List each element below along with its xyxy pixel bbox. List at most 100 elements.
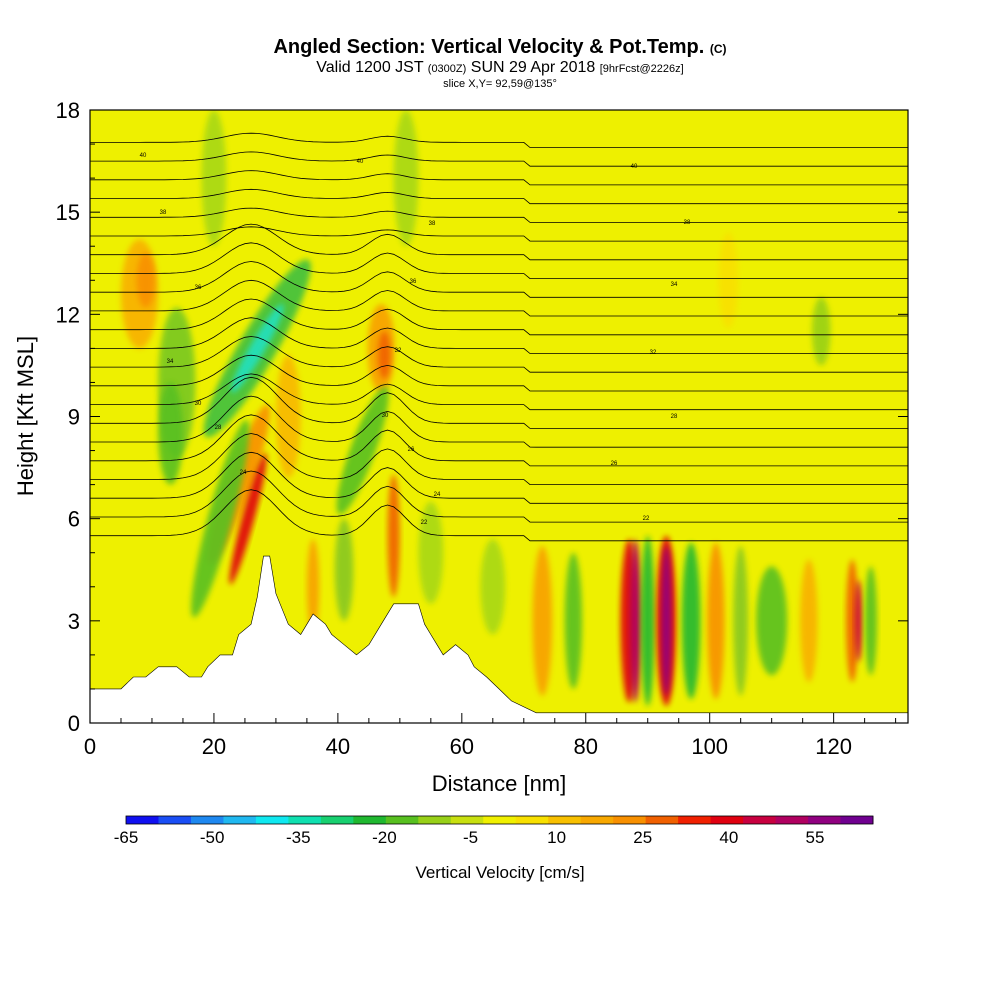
colorbar-swatch <box>418 816 452 824</box>
velocity-cell <box>418 501 444 604</box>
theta-contours <box>90 132 908 542</box>
theta-contour-label: 24 <box>434 492 441 498</box>
y-tick-label: 15 <box>56 200 80 225</box>
colorbar-tick-label: 40 <box>719 828 738 847</box>
theta-contour-label: 24 <box>240 470 247 476</box>
colorbar-swatch <box>613 816 647 824</box>
velocity-cell <box>378 331 391 380</box>
y-tick-label: 12 <box>56 302 80 327</box>
theta-contour-line <box>90 242 908 279</box>
theta-contour-label: 28 <box>215 425 222 431</box>
velocity-cell <box>846 559 859 683</box>
y-tick-label: 9 <box>68 405 80 430</box>
velocity-cell <box>756 566 788 676</box>
theta-contour-line <box>90 336 908 373</box>
colorbar-swatch <box>223 816 257 824</box>
velocity-cell <box>864 566 878 676</box>
y-tick-label: 18 <box>56 98 80 123</box>
colorbar-swatch <box>255 816 289 824</box>
colorbar-swatch <box>808 816 842 824</box>
colorbar-tick-label: -50 <box>200 828 225 847</box>
colorbar-swatch <box>710 816 744 824</box>
velocity-cell <box>158 382 183 485</box>
theta-contour-line <box>90 414 908 467</box>
velocity-cell <box>629 539 641 703</box>
velocity-cell <box>718 232 739 328</box>
theta-contour-line <box>90 223 908 261</box>
velocity-cell <box>640 535 655 706</box>
colorbar-swatch <box>515 816 549 824</box>
y-axis-label: Height [Kft MSL] <box>13 336 38 496</box>
x-tick-label: 100 <box>691 734 728 759</box>
theta-contour-line <box>90 261 908 298</box>
theta-contour-line <box>90 298 908 336</box>
colorbar-swatch <box>126 816 159 824</box>
theta-contour-label: 30 <box>382 413 389 419</box>
valid-date: SUN 29 Apr 2018 <box>470 59 596 76</box>
velocity-cell <box>661 545 672 696</box>
theta-contour-line <box>90 188 908 205</box>
valid-utc: (0300Z) <box>427 63 467 75</box>
velocity-cell <box>191 419 250 618</box>
colorbar-swatch <box>775 816 809 824</box>
theta-contour-line <box>90 433 908 485</box>
theta-contour-label: 40 <box>631 164 638 170</box>
x-tick-label: 0 <box>84 734 96 759</box>
chart-title-unit: (C) <box>709 42 727 56</box>
x-tick-label: 80 <box>574 734 598 759</box>
y-tick-label: 0 <box>68 711 80 736</box>
theta-contour-label: 28 <box>671 414 678 420</box>
theta-contour-label: 34 <box>167 359 174 365</box>
x-tick-label: 120 <box>815 734 852 759</box>
theta-contour-label: 26 <box>611 461 618 467</box>
velocity-cell <box>201 110 227 247</box>
theta-contour-label: 36 <box>195 285 202 291</box>
colorbar-swatch <box>645 816 679 824</box>
colorbar-swatch <box>158 816 192 824</box>
colorbar-swatch <box>840 816 874 824</box>
theta-contour-line <box>90 317 908 354</box>
theta-contour-line <box>90 470 908 523</box>
velocity-cell <box>564 552 583 689</box>
valid-prefix: Valid 1200 JST <box>316 59 424 76</box>
x-tick-label: 40 <box>326 734 350 759</box>
theta-contour-label: 22 <box>643 516 650 522</box>
colorbar-swatch <box>580 816 614 824</box>
theta-contour-label: 38 <box>429 221 436 227</box>
velocity-cell <box>387 474 400 597</box>
theta-contour-line <box>90 207 908 223</box>
theta-contour-line <box>90 151 908 167</box>
colorbar-swatch <box>483 816 517 824</box>
colorbar-tick-label: 25 <box>633 828 652 847</box>
colorbar-tick-label: 55 <box>806 828 825 847</box>
theta-contour-label: 32 <box>395 348 402 354</box>
velocity-cell <box>336 386 389 515</box>
theta-contour-line <box>90 279 908 317</box>
velocity-cell <box>854 579 863 662</box>
colorbar-swatch <box>450 816 484 824</box>
velocity-cell <box>136 253 156 308</box>
theta-contour-label: 34 <box>671 282 678 288</box>
velocity-cell <box>733 545 749 696</box>
colorbar-tick-label: -20 <box>372 828 397 847</box>
theta-contour-line <box>90 376 908 429</box>
colorbar-tick-label: -65 <box>114 828 139 847</box>
theta-contour-line <box>90 395 908 448</box>
colorbar-swatch <box>548 816 582 824</box>
theta-contour-label: 22 <box>421 520 428 526</box>
chart-subtitle: Valid 1200 JST (0300Z) SUN 29 Apr 2018 [… <box>0 59 1000 77</box>
colorbar-tick-label: -35 <box>286 828 311 847</box>
velocity-cell <box>707 542 725 700</box>
velocity-field <box>90 110 908 723</box>
colorbar-tick-label: -5 <box>463 828 478 847</box>
x-tick-label: 60 <box>450 734 474 759</box>
theta-contour-label: 38 <box>684 220 691 226</box>
colorbar-label: Vertical Velocity [cm/s] <box>415 863 585 882</box>
y-tick-label: 6 <box>68 507 80 532</box>
velocity-cell <box>800 559 818 683</box>
theta-contour-label: 36 <box>410 279 417 285</box>
colorbar-tick-label: 10 <box>547 828 566 847</box>
theta-contour-label: 40 <box>357 159 364 165</box>
theta-contour-label: 40 <box>140 153 147 159</box>
